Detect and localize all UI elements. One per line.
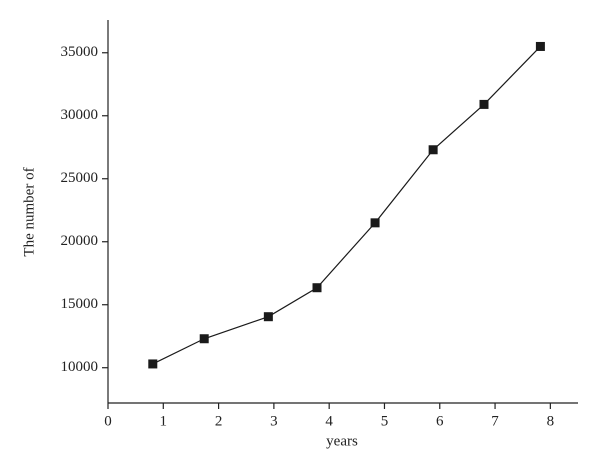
x-tick-label: 3 — [270, 413, 278, 429]
y-axis-label: The number of — [21, 167, 37, 256]
marker — [312, 283, 322, 293]
y-tick-label: 35000 — [61, 44, 99, 60]
marker — [370, 218, 380, 228]
y-tick-label: 10000 — [61, 359, 99, 375]
marker — [199, 334, 209, 344]
marker — [263, 312, 273, 322]
line — [152, 46, 541, 365]
y-tick-label: 15000 — [61, 296, 99, 312]
x-tick-label: 2 — [215, 413, 223, 429]
x-tick-label: 7 — [491, 413, 499, 429]
x-tick-label: 0 — [104, 413, 112, 429]
marker — [479, 99, 489, 109]
marker — [428, 145, 438, 155]
y-tick-label: 20000 — [61, 233, 99, 249]
x-tick-label: 5 — [381, 413, 389, 429]
x-tick-label: 4 — [325, 413, 333, 429]
y-tick-label: 25000 — [61, 170, 99, 186]
marker — [535, 41, 545, 51]
y-tick-label: 30000 — [61, 107, 99, 123]
x-tick-label: 6 — [436, 413, 444, 429]
marker — [148, 359, 158, 369]
x-tick-label: 8 — [547, 413, 555, 429]
x-axis-label: years — [326, 433, 358, 449]
x-tick-label: 1 — [160, 413, 168, 429]
